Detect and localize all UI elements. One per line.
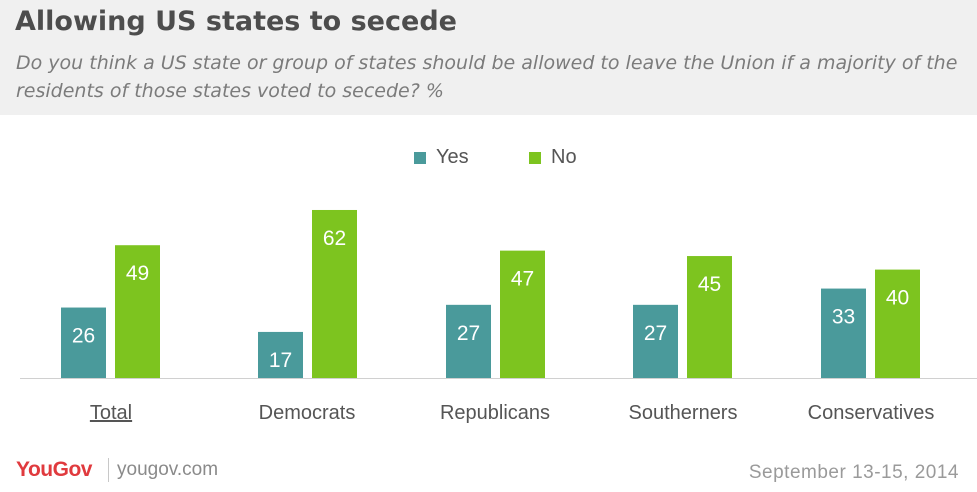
legend-swatch-yes <box>414 151 426 164</box>
data-label-yes-republicans: 27 <box>457 322 480 345</box>
legend-item-yes: Yes <box>414 146 469 169</box>
category-label-republicans: Republicans <box>440 402 550 424</box>
data-label-no-republicans: 47 <box>511 268 534 291</box>
bar-yes-total <box>61 307 106 378</box>
category-label-conservatives: Conservatives <box>808 402 935 424</box>
legend-label-yes: Yes <box>436 146 469 168</box>
category-label-total[interactable]: Total <box>90 402 132 424</box>
bar-yes-republicans <box>446 304 491 378</box>
data-label-yes-total: 26 <box>72 325 95 348</box>
bar-no-republicans <box>500 250 545 378</box>
data-label-no-democrats: 62 <box>323 227 346 250</box>
data-label-no-southerners: 45 <box>698 273 721 296</box>
legend-item-no: No <box>529 146 577 169</box>
data-label-no-total: 49 <box>126 262 149 285</box>
chart-subtitle: Do you think a US state or group of stat… <box>16 52 958 102</box>
legend-swatch-no <box>529 151 541 164</box>
data-label-no-conservatives: 40 <box>886 287 909 310</box>
legend-label-no: No <box>551 146 577 168</box>
bar-yes-democrats <box>258 331 303 378</box>
data-label-yes-southerners: 27 <box>644 322 667 345</box>
yougov-logo: YouGov <box>16 458 92 481</box>
header-band: Allowing US states to secede Do you thin… <box>0 0 977 115</box>
legend: Yes No <box>0 146 977 168</box>
bar-yes-conservatives <box>821 288 866 378</box>
footer-divider <box>108 458 109 482</box>
bar-no-southerners <box>687 256 732 378</box>
bar-no-total <box>115 245 160 378</box>
category-label-democrats: Democrats <box>259 402 356 424</box>
data-label-yes-conservatives: 33 <box>832 306 855 329</box>
footer-url: yougov.com <box>117 459 219 480</box>
bar-yes-southerners <box>633 304 678 378</box>
bar-no-conservatives <box>875 269 920 378</box>
footer-date: September 13-15, 2014 <box>748 462 959 483</box>
chart-title: Allowing US states to secede <box>15 6 457 37</box>
bar-no-democrats <box>312 209 357 378</box>
category-label-southerners: Southerners <box>629 402 738 424</box>
data-label-yes-democrats: 17 <box>269 349 292 372</box>
